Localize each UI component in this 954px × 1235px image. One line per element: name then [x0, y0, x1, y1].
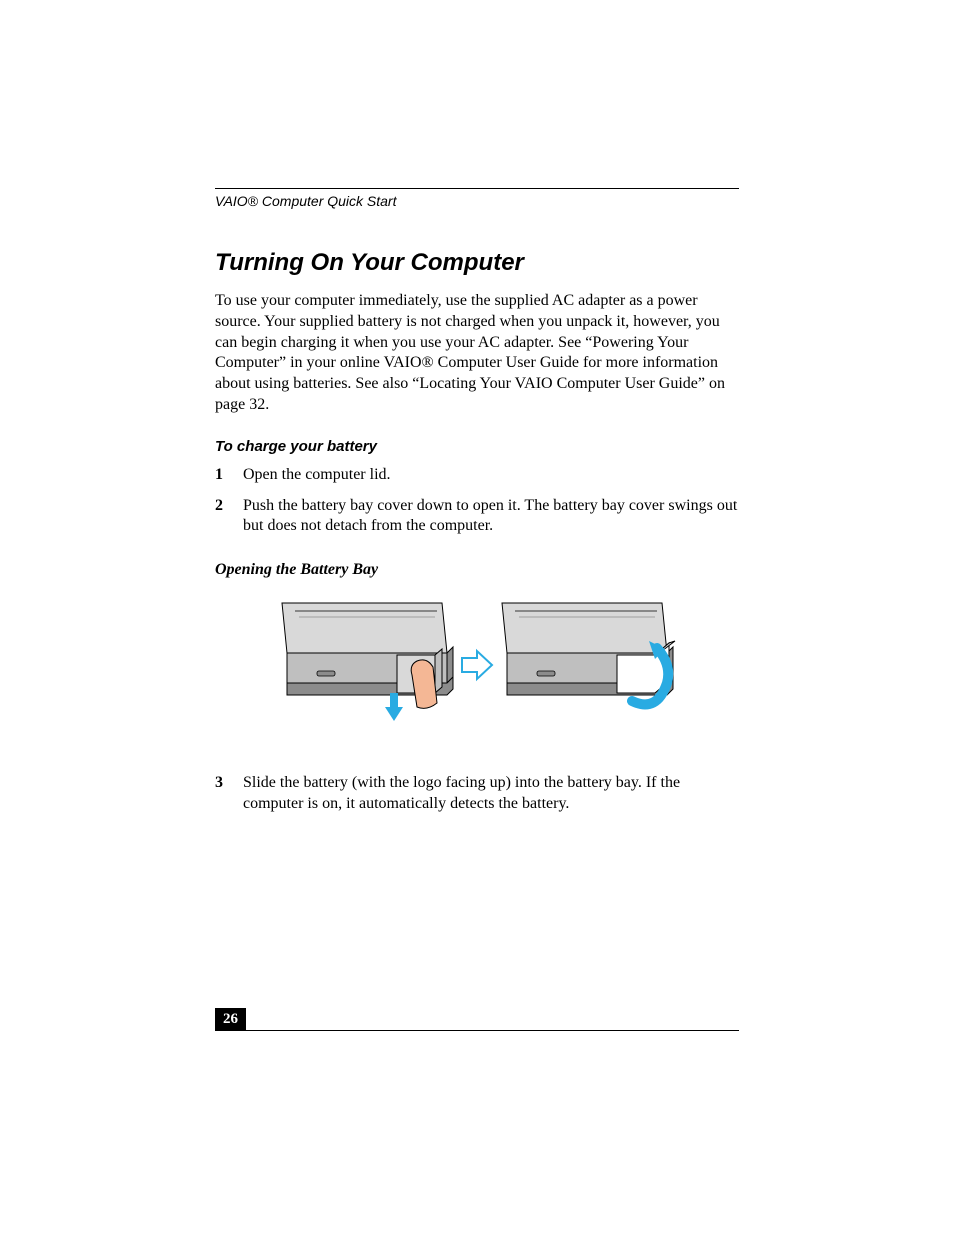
page-number: 26 [215, 1008, 246, 1031]
battery-bay-illustration [277, 593, 677, 743]
step-text: Push the battery bay cover down to open … [243, 496, 739, 538]
intro-paragraph: To use your computer immediately, use th… [215, 291, 739, 416]
section-title: Turning On Your Computer [215, 249, 739, 277]
figure-caption: Opening the Battery Bay [215, 561, 739, 579]
header-rule [215, 188, 739, 189]
footer-rule [215, 1030, 739, 1031]
step-number: 1 [215, 465, 243, 486]
step-text: Slide the battery (with the logo facing … [243, 773, 739, 815]
battery-bay-figure [215, 593, 739, 743]
step-text: Open the computer lid. [243, 465, 739, 486]
step-1: 1 Open the computer lid. [215, 465, 739, 486]
running-header: VAIO® Computer Quick Start [215, 193, 739, 209]
page-footer: 26 [215, 1008, 739, 1031]
charge-heading: To charge your battery [215, 438, 739, 455]
step-3: 3 Slide the battery (with the logo facin… [215, 773, 739, 815]
step-2: 2 Push the battery bay cover down to ope… [215, 496, 739, 538]
step-number: 2 [215, 496, 243, 538]
step-number: 3 [215, 773, 243, 815]
